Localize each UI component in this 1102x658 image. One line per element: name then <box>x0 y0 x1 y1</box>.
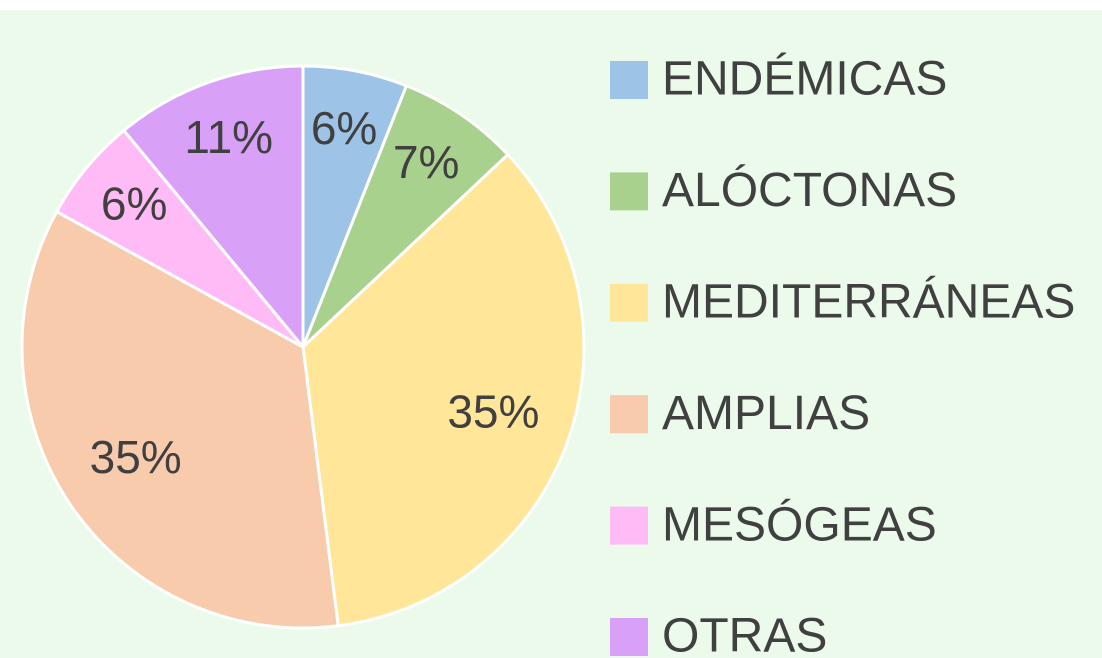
data-label: 35% <box>90 431 182 483</box>
legend-label: ENDÉMICAS <box>662 53 947 106</box>
pie-slice <box>121 64 305 352</box>
legend-label: MEDITERRÁNEAS <box>662 275 1075 328</box>
pie-slice <box>20 209 340 630</box>
legend-label: AMPLIAS <box>662 387 870 440</box>
legend-swatch <box>610 506 648 545</box>
legend-label: ALÓCTONAS <box>662 163 957 217</box>
data-label: 7% <box>393 136 459 188</box>
pie-slice <box>301 152 586 628</box>
legend-swatch <box>610 61 648 99</box>
data-label: 6% <box>101 177 167 229</box>
legend-swatch <box>610 172 648 211</box>
legend-label: MESÓGEAS <box>662 497 937 551</box>
legend-swatch <box>610 395 648 434</box>
data-label: 6% <box>311 102 377 154</box>
legend-swatch <box>610 618 648 656</box>
pie-slice <box>301 83 510 349</box>
data-label: 35% <box>447 386 539 438</box>
legend-label: OTRAS <box>662 610 827 658</box>
legend-swatch <box>610 283 648 322</box>
data-label: 11% <box>184 111 273 163</box>
